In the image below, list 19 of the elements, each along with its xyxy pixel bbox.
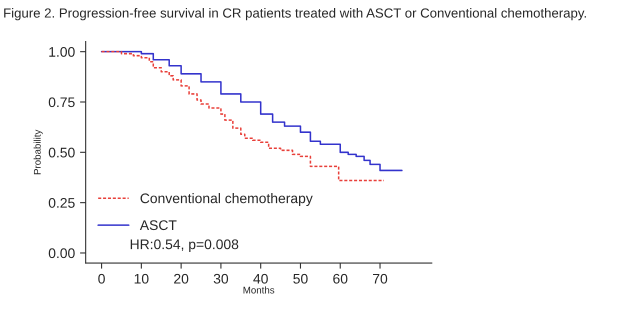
legend-label: ASCT [140, 220, 177, 230]
y-tick-label: 0.00 [48, 248, 75, 258]
chart-title: Figure 2. Progression-free survival in CR patients treated with ASCT or Conventional chemotherapy. [4, 8, 586, 20]
x-axis-title: Months [244, 286, 274, 294]
x-tick-label: 20 [174, 274, 188, 284]
y-tick-label: 0.25 [48, 198, 75, 208]
legend-label: Conventional chemotherapy [140, 193, 313, 206]
x-tick-label: 10 [134, 274, 149, 284]
x-tick-label: 30 [214, 274, 228, 284]
y-tick-label: 1.00 [49, 47, 75, 57]
y-tick-label: 0.75 [48, 97, 75, 108]
x-tick-label: 40 [253, 274, 268, 284]
y-axis-title: Probability [34, 130, 43, 174]
x-tick-label: 0 [98, 274, 105, 284]
y-tick-label: 0.50 [48, 148, 75, 158]
x-tick-label: 50 [293, 274, 308, 284]
x-tick-label: 60 [333, 274, 348, 284]
x-tick-label: 70 [373, 274, 388, 284]
annotation: HR:0.54, p=0.008 [130, 239, 238, 252]
